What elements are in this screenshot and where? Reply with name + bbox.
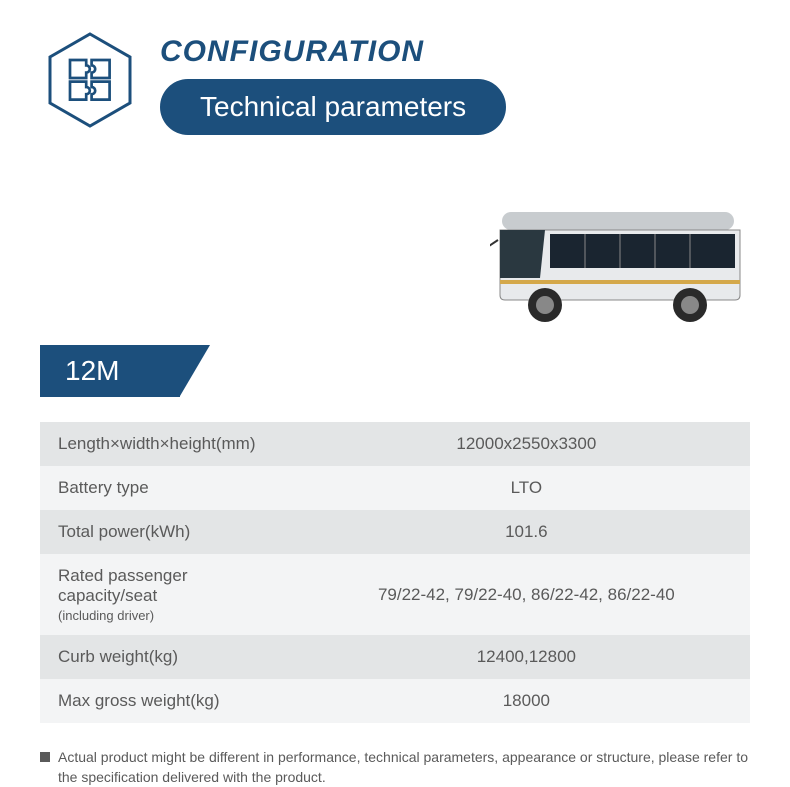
table-row: Length×width×height(mm)12000x2550x3300 <box>40 422 750 466</box>
spec-value: 12000x2550x3300 <box>303 422 750 466</box>
spec-label: Max gross weight(kg) <box>40 679 303 723</box>
table-row: Max gross weight(kg)18000 <box>40 679 750 723</box>
spec-label: Total power(kWh) <box>40 510 303 554</box>
table-row: Rated passenger capacity/seat(including … <box>40 554 750 635</box>
spec-label: Curb weight(kg) <box>40 635 303 679</box>
table-row: Total power(kWh)101.6 <box>40 510 750 554</box>
bus-image <box>490 200 750 330</box>
spec-value: 79/22-42, 79/22-40, 86/22-42, 86/22-40 <box>303 554 750 635</box>
footnote-text: Actual product might be different in per… <box>58 748 750 787</box>
spec-sublabel: (including driver) <box>58 608 285 623</box>
spec-table: Length×width×height(mm)12000x2550x3300Ba… <box>40 422 750 723</box>
header-text: CONFIGURATION Technical parameters <box>160 30 750 135</box>
spec-value: LTO <box>303 466 750 510</box>
table-row: Curb weight(kg)12400,12800 <box>40 635 750 679</box>
subtitle-pill: Technical parameters <box>160 79 506 135</box>
spec-label: Length×width×height(mm) <box>40 422 303 466</box>
spec-value: 101.6 <box>303 510 750 554</box>
spec-label: Rated passenger capacity/seat(including … <box>40 554 303 635</box>
spec-label: Battery type <box>40 466 303 510</box>
footnote: Actual product might be different in per… <box>40 748 750 787</box>
puzzle-hexagon-icon <box>40 30 140 130</box>
spec-value: 12400,12800 <box>303 635 750 679</box>
table-row: Battery typeLTO <box>40 466 750 510</box>
model-badge: 12M <box>40 345 180 397</box>
spec-value: 18000 <box>303 679 750 723</box>
header-section: CONFIGURATION Technical parameters <box>40 30 750 135</box>
page-title: CONFIGURATION <box>160 35 750 69</box>
bullet-icon <box>40 752 50 762</box>
